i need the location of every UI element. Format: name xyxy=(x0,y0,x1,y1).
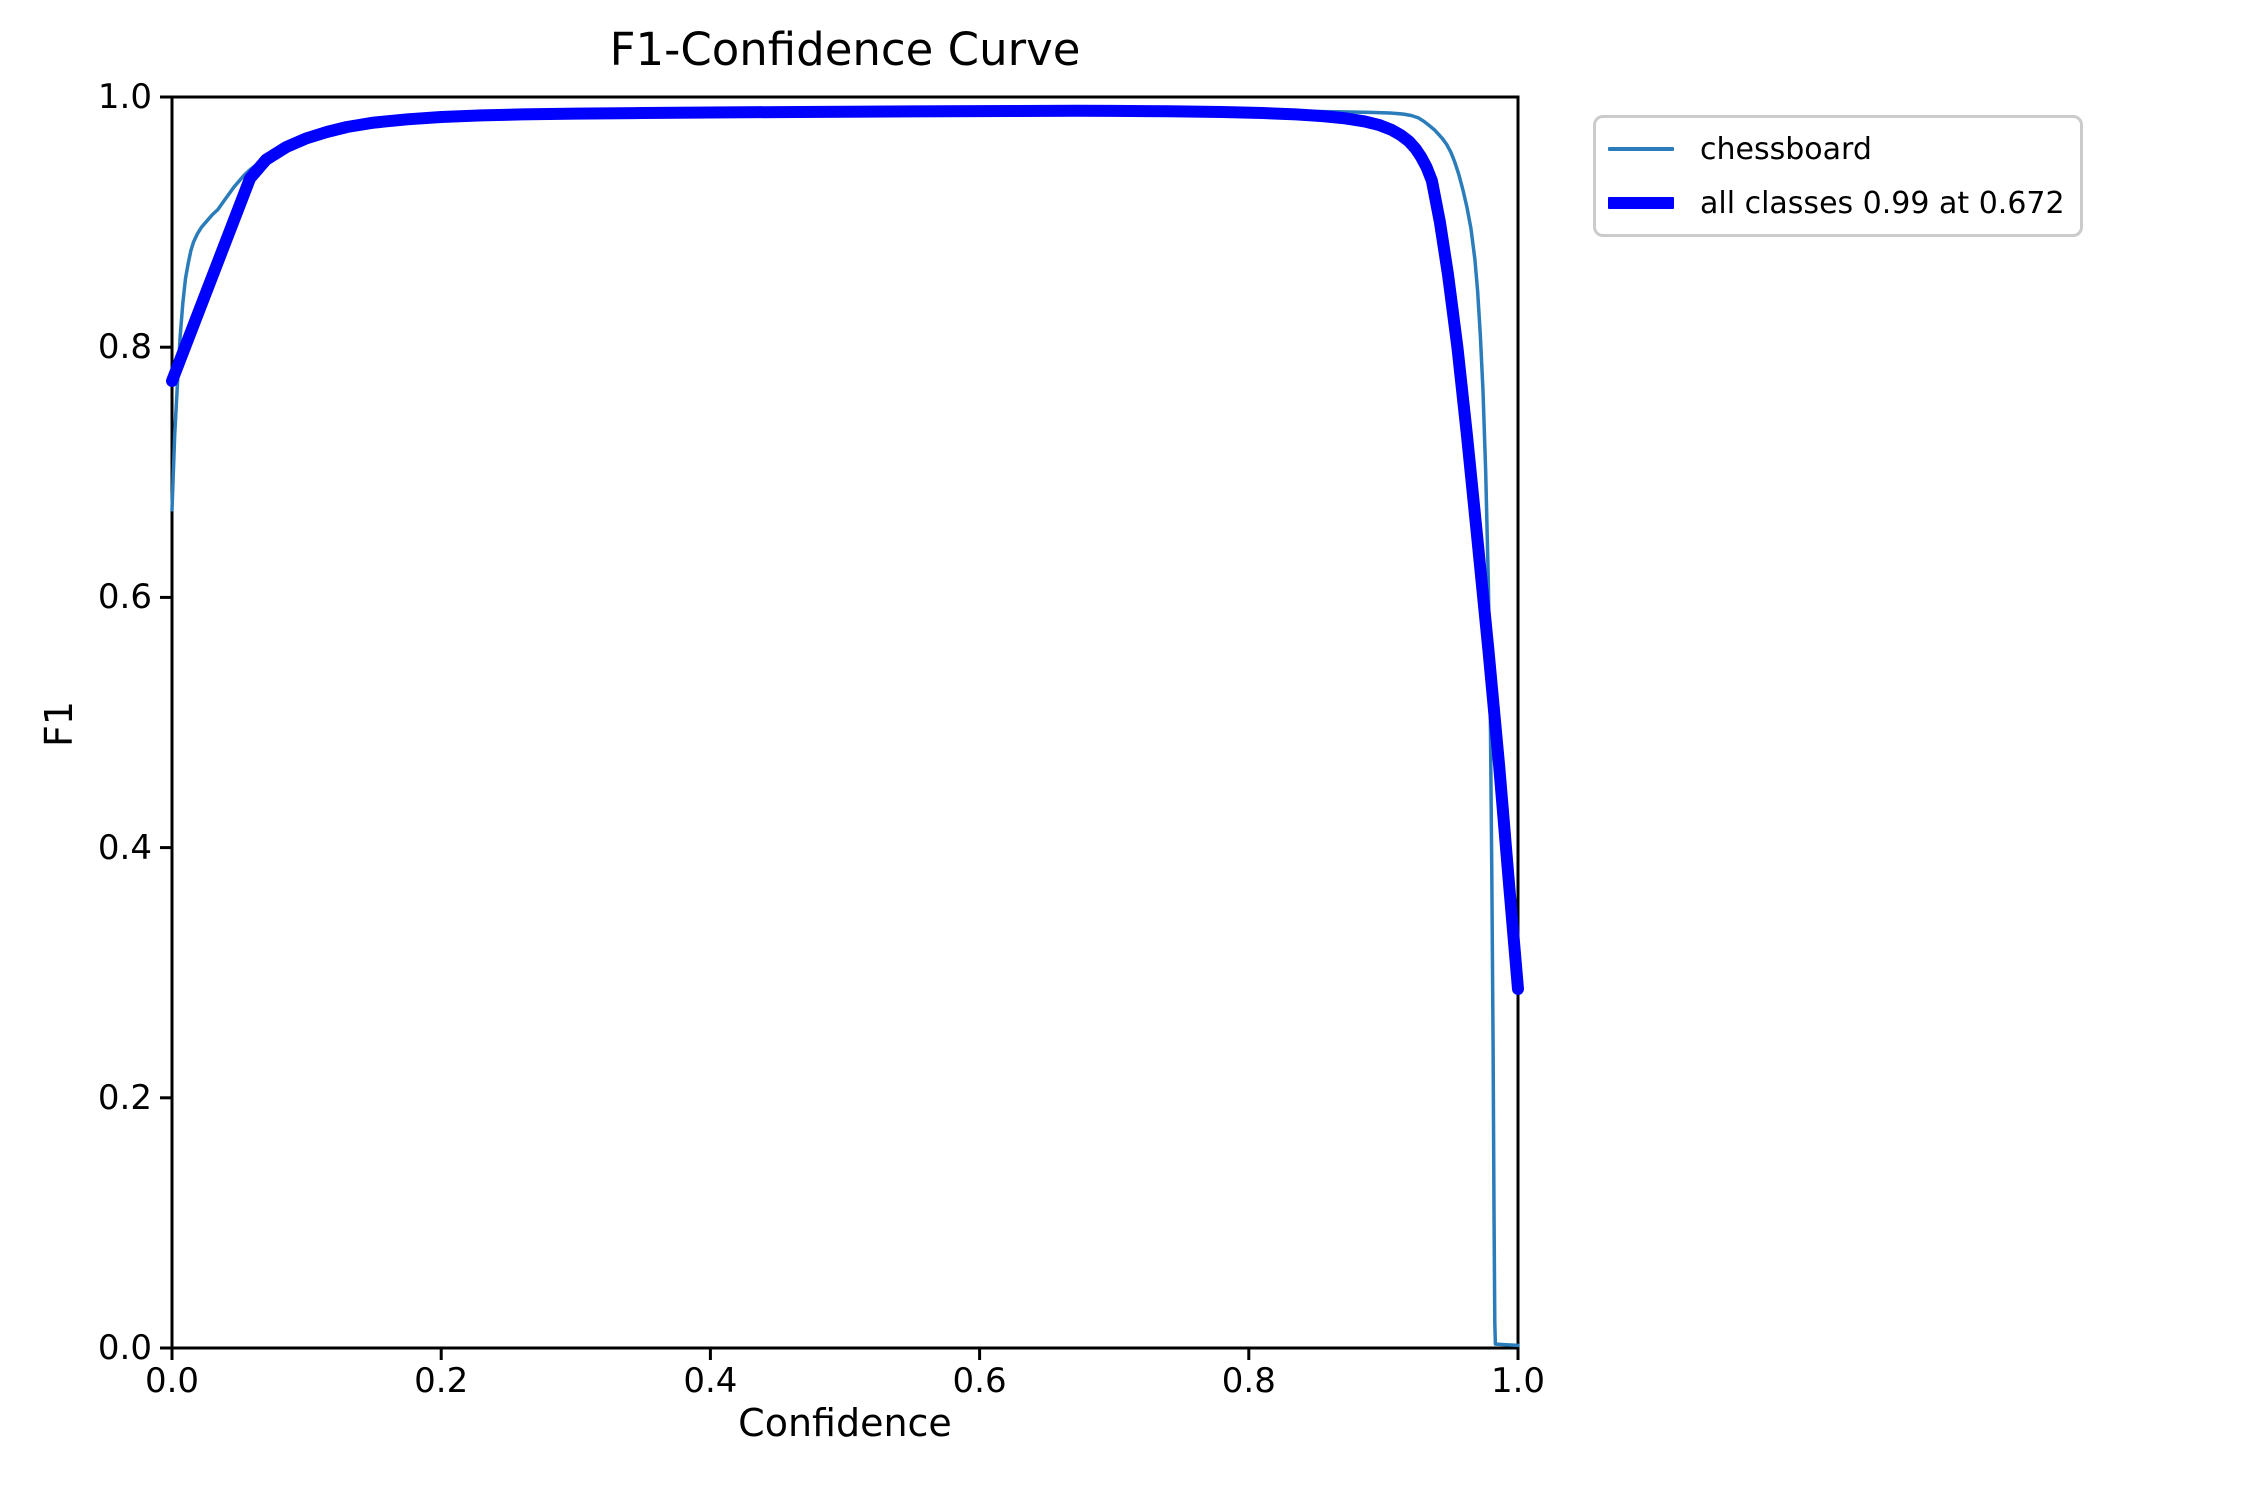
y-tick-label: 1.0 xyxy=(97,77,152,117)
x-axis-label: Confidence xyxy=(738,1401,952,1445)
legend-label-chessboard: chessboard xyxy=(1700,131,1872,167)
x-tick-label: 0.2 xyxy=(414,1361,469,1401)
y-tick-label: 0.8 xyxy=(97,327,152,368)
y-tick-label: 0.2 xyxy=(97,1077,152,1118)
chart-title: F1-Confidence Curve xyxy=(609,23,1081,76)
legend-label-all-classes: all classes 0.99 at 0.672 xyxy=(1700,185,2065,221)
series-line-all-classes xyxy=(166,104,1524,995)
legend-line-sample-chessboard xyxy=(1608,147,1674,151)
x-tick-label: 1.0 xyxy=(1490,1361,1546,1401)
legend-item-all-classes: all classes 0.99 at 0.672 xyxy=(1608,176,2080,230)
y-tick-label: 0.6 xyxy=(97,577,152,618)
legend-line-sample-all-classes xyxy=(1608,197,1674,209)
legend-item-chessboard: chessboard xyxy=(1608,122,2080,176)
x-tick-label: 0.6 xyxy=(952,1361,1007,1401)
y-tick-label: 0.0 xyxy=(97,1328,152,1368)
legend: chessboard all classes 0.99 at 0.672 xyxy=(1593,115,2083,237)
x-tick-label: 0.4 xyxy=(683,1361,738,1401)
axes-spines xyxy=(170,95,1520,1350)
x-tick-label: 0.0 xyxy=(144,1361,200,1401)
y-tick-label: 0.4 xyxy=(97,827,152,868)
series-line-chessboard xyxy=(170,108,1520,1348)
x-tick-label: 0.8 xyxy=(1221,1361,1276,1401)
